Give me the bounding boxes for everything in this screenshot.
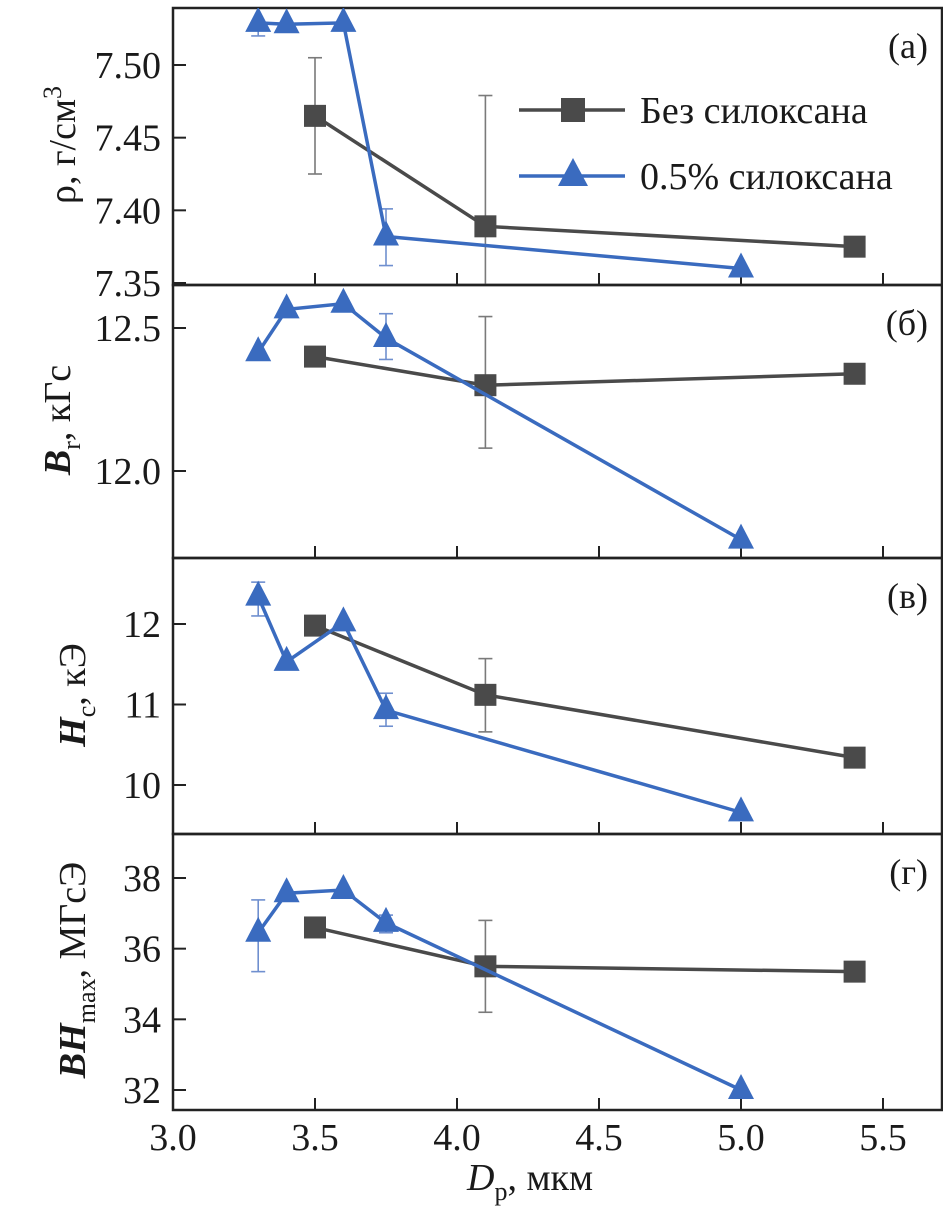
x-axis-label-main: D [466,1157,494,1199]
panel-g: 32 34 36 38 BHmax, МГсЭ (г) [52,832,943,1112]
series-line-siloxane [258,21,742,271]
marker-square [304,345,326,368]
marker-triangle [245,8,272,32]
plot-area-a [245,8,866,285]
marker-square [474,215,497,238]
x-tick-label: 4.0 [433,1117,481,1159]
y-tick-label: 12.0 [95,451,162,493]
series-line-siloxane [256,595,742,815]
series-line-no-siloxane [314,925,855,974]
y-label-sub: c [72,706,101,718]
x-tick-label: 4.5 [575,1117,623,1159]
x-axis-label-unit: , мкм [507,1157,593,1199]
plot-area-g [245,874,866,1099]
legend-marker-square [561,98,585,122]
y-label-sub: max [72,979,101,1024]
marker-triangle [728,1074,754,1099]
plot-area-b [245,287,866,549]
y-tick-label: 32 [123,1070,161,1112]
x-axis: 3.0 3.5 4.0 4.5 5.0 5.5 Dp, мкм [149,1117,907,1206]
marker-triangle [273,293,300,319]
marker-square [304,916,326,939]
x-tick-label: 5.5 [859,1117,907,1159]
marker-triangle [728,796,754,822]
series-line-no-siloxane [314,623,855,760]
y-label-sub: r [57,441,86,450]
marker-square [843,746,866,769]
marker-square [474,683,497,706]
panels-group: 7.35 7.40 7.45 7.50 ρ, г/см3 (a) Без силоксана… [37,6,943,1112]
y-tick-label: 7.50 [95,45,162,87]
marker-triangle [330,874,357,900]
marker-triangle [330,8,357,32]
panel-b: 12.012.5Br, кГс(б) [37,283,943,560]
y-label-main: ρ, г/см [42,99,84,204]
y-tick-label: 12.5 [95,308,162,350]
y-label-sup: 3 [38,86,67,99]
y-tick-label: 7.45 [95,118,162,160]
x-tick-label: 3.5 [291,1117,339,1159]
y-axis-label-g: BHmax, МГсЭ [52,862,101,1079]
panel-label-b: (б) [886,303,928,343]
legend-marker-triangle [558,158,588,186]
y-axis-label-v: Hc, кЭ [52,643,101,748]
marker-triangle [728,252,754,278]
legend: Без силоксана 0.5% силоксана [519,90,893,198]
panel-v: 10 11 12 Hc, кЭ (в) [52,556,943,836]
panel-frame-v [171,556,943,836]
marker-square [304,614,326,637]
y-label-unit: , кГс [37,365,79,441]
marker-triangle [245,336,272,362]
x-axis-label-sub: p [494,1177,507,1206]
marker-square [843,362,866,385]
x-tick-label: 5.0 [717,1117,765,1159]
marker-triangle [273,877,300,903]
panel-label-g: (г) [889,852,928,892]
x-axis-label: Dp, мкм [466,1157,593,1206]
panel-label-a: (a) [888,26,928,66]
y-label-main: H [52,716,94,748]
legend-label: Без силоксана [640,90,868,132]
y-label-unit: , МГсЭ [52,862,94,979]
marker-triangle [373,694,399,720]
y-tick-label: 7.35 [95,263,162,305]
marker-triangle [373,322,399,348]
y-tick-label: 7.40 [95,190,162,232]
y-tick-label: 38 [123,858,161,900]
y-tick-label: 34 [123,999,161,1041]
marker-triangle [373,220,399,246]
marker-triangle [728,523,754,549]
y-label-main: B [37,450,79,476]
marker-triangle [273,645,300,671]
marker-triangle [373,906,399,932]
panel-a: 7.35 7.40 7.45 7.50 ρ, г/см3 (a) Без силоксана… [38,6,943,305]
marker-triangle [330,287,357,313]
marker-triangle [273,8,300,34]
series-line-siloxane [256,888,742,1092]
y-tick-label: 11 [124,685,161,727]
series-line-siloxane [256,301,742,542]
y-axis-label-a: ρ, г/см3 [38,86,84,204]
y-label-main: BH [52,1022,94,1079]
y-tick-label: 10 [123,765,161,807]
y-tick-label: 36 [123,929,161,971]
y-tick-label: 12 [123,604,161,646]
series-line-no-siloxane [314,354,855,387]
marker-square [304,104,326,127]
plot-area-v [245,580,866,822]
panel-label-v: (в) [887,576,928,616]
panel-frame-g [171,832,943,1112]
marker-triangle [330,606,357,632]
marker-triangle [245,916,272,942]
panel-frame-b [171,283,943,560]
x-tick-label: 3.0 [149,1117,197,1159]
marker-triangle [245,580,272,606]
marker-square [843,960,866,983]
x-tick-labels: 3.0 3.5 4.0 4.5 5.0 5.5 [149,1117,907,1159]
y-label-unit: , кЭ [52,643,94,706]
marker-square [843,235,866,258]
legend-label: 0.5% силоксана [640,156,893,198]
y-axis-label-b: Br, кГс [37,365,86,476]
